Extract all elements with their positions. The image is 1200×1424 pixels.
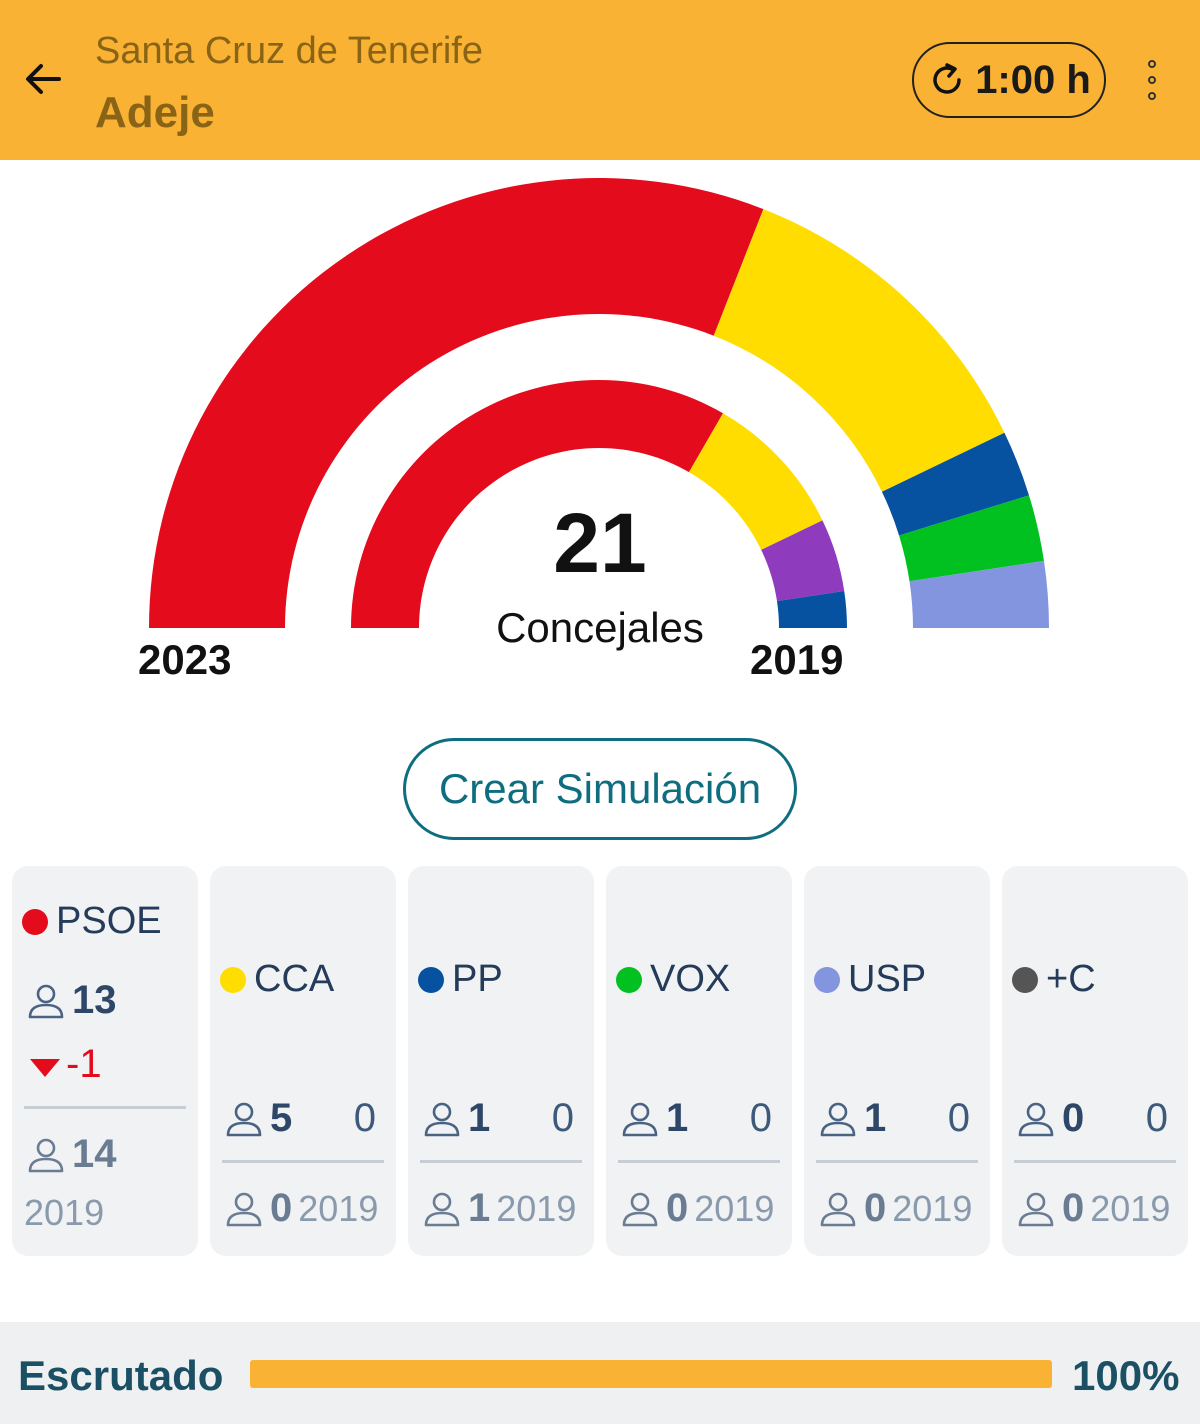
refresh-icon <box>933 63 961 94</box>
party-name: +C <box>1046 958 1096 1000</box>
party-header: PSOE <box>22 900 162 943</box>
party-color-dot <box>418 966 444 993</box>
seats-2023: 5 <box>270 1096 293 1140</box>
previous-year-label: 2019 <box>298 1187 379 1229</box>
person-icon <box>226 1102 262 1136</box>
person-icon <box>28 984 64 1018</box>
person-icon <box>1018 1192 1054 1226</box>
divider <box>24 1106 186 1109</box>
party-card-vox[interactable]: VOX 1 0 0 2019 <box>606 866 792 1256</box>
seats-2023: 0 <box>1062 1096 1085 1140</box>
party-header: USP <box>814 958 926 1001</box>
party-header: PP <box>418 958 503 1001</box>
party-color-dot <box>22 908 48 935</box>
inner-ring-year-label: 2019 <box>750 636 844 683</box>
person-icon <box>820 1102 856 1136</box>
ring-2023-segment-vox <box>899 495 1044 582</box>
progress-fill <box>250 1360 1052 1388</box>
ring-2019-segment-cca <box>689 413 823 550</box>
page-title: Adeje <box>95 88 215 137</box>
person-icon <box>820 1192 856 1226</box>
seats-2019: 1 <box>468 1186 491 1230</box>
party-header: +C <box>1012 958 1096 1001</box>
seats-2023: 1 <box>864 1096 887 1140</box>
seats-2019: 14 <box>72 1132 117 1176</box>
ring-2023-segment-psoe <box>149 177 764 628</box>
previous-year-label: 2019 <box>24 1192 105 1233</box>
seats-2019: 0 <box>1062 1186 1085 1230</box>
count-progress-percent: 100% <box>1072 1352 1180 1399</box>
total-seats-caption: Concejales <box>496 604 704 651</box>
party-header: VOX <box>616 958 730 1001</box>
party-card-pp[interactable]: PP 1 0 1 2019 <box>408 866 594 1256</box>
arrow-left-icon <box>26 64 61 94</box>
seats-2023: 1 <box>666 1096 689 1140</box>
person-icon <box>424 1192 460 1226</box>
party-color-dot <box>616 966 642 993</box>
party-name: CCA <box>254 958 335 1000</box>
previous-year-label: 2019 <box>892 1187 973 1229</box>
seat-change-value: 0 <box>551 1096 574 1140</box>
party-color-dot <box>1012 966 1038 993</box>
more-vert-icon <box>1148 60 1156 68</box>
divider <box>222 1160 384 1163</box>
ring-2023-segment-pp <box>881 432 1030 536</box>
ring-2019-segment-psoe <box>351 380 723 628</box>
ring-2023-segment-usp <box>909 560 1049 628</box>
triangle-down-icon <box>30 1058 60 1077</box>
create-simulation-button[interactable]: Crear Simulación <box>403 738 797 840</box>
party-results: PSOE 13 -1 14 2019 CCA 5 0 <box>12 866 1188 1256</box>
more-options-button[interactable] <box>1134 56 1170 104</box>
seats-2023: 13 <box>72 978 117 1022</box>
progress-track <box>250 1360 1052 1388</box>
previous-year-label: 2019 <box>496 1187 577 1229</box>
divider <box>816 1160 978 1163</box>
party-name: PP <box>452 958 503 1000</box>
region-subtitle: Santa Cruz de Tenerife <box>95 30 483 72</box>
seats-2019: 0 <box>270 1186 293 1230</box>
party-color-dot <box>814 966 840 993</box>
count-progress-bar: Escrutado 100% <box>0 1322 1200 1424</box>
previous-year-label: 2019 <box>694 1187 775 1229</box>
ring-2019-segment-nc <box>761 520 845 602</box>
hemicycle-chart <box>149 177 1049 628</box>
refresh-interval-button[interactable]: 1:00 h <box>912 42 1106 118</box>
person-icon <box>1018 1102 1054 1136</box>
outer-ring-year-label: 2023 <box>138 636 232 683</box>
person-icon <box>622 1192 658 1226</box>
previous-year-label: 2019 <box>1090 1187 1171 1229</box>
party-color-dot <box>220 966 246 993</box>
party-name: VOX <box>650 958 731 1000</box>
ring-2019-segment-pp <box>776 591 847 628</box>
seat-change: -1 <box>30 1042 102 1087</box>
count-progress-label: Escrutado <box>18 1352 224 1399</box>
divider <box>420 1160 582 1163</box>
seat-change-value: 0 <box>947 1096 970 1140</box>
party-card-usp[interactable]: USP 1 0 0 2019 <box>804 866 990 1256</box>
back-button[interactable] <box>20 56 66 102</box>
seats-2019: 0 <box>666 1186 689 1230</box>
party-card-psoe[interactable]: PSOE 13 -1 14 2019 <box>12 866 198 1256</box>
seat-change-value: 0 <box>749 1096 772 1140</box>
divider <box>618 1160 780 1163</box>
party-card-cca[interactable]: CCA 5 0 0 2019 <box>210 866 396 1256</box>
seat-change-value: 0 <box>1145 1096 1168 1140</box>
person-icon <box>424 1102 460 1136</box>
person-icon <box>28 1138 64 1172</box>
party-name: PSOE <box>56 900 162 942</box>
person-icon <box>622 1102 658 1136</box>
seat-change-value: -1 <box>66 1042 102 1086</box>
app-bar: Santa Cruz de Tenerife Adeje 1:00 h <box>0 0 1200 160</box>
seats-2023: 1 <box>468 1096 491 1140</box>
ring-2023-segment-cca <box>713 209 1005 492</box>
refresh-interval-label: 1:00 h <box>975 57 1091 102</box>
seat-change-value: 0 <box>353 1096 376 1140</box>
person-icon <box>226 1192 262 1226</box>
party-card-mas-c[interactable]: +C 0 0 0 2019 <box>1002 866 1188 1256</box>
party-name: USP <box>848 958 927 1000</box>
divider <box>1014 1160 1176 1163</box>
total-seats: 21 <box>553 496 647 590</box>
party-header: CCA <box>220 958 334 1001</box>
seats-2019: 0 <box>864 1186 887 1230</box>
